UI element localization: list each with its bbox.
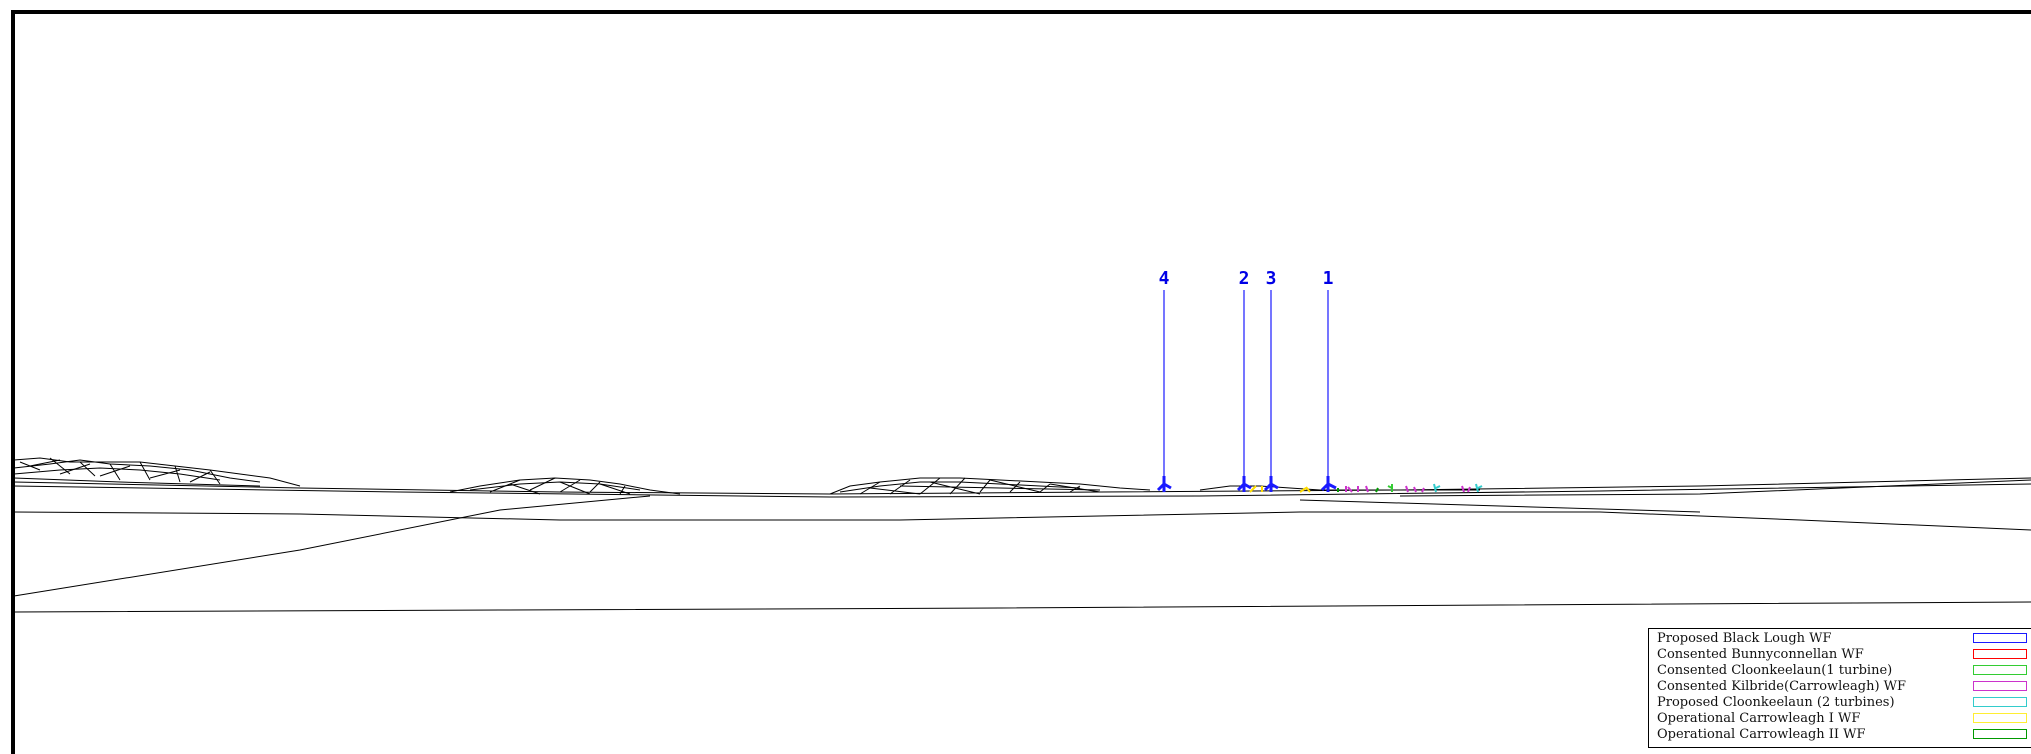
legend-swatch [1973,649,2027,659]
turbine-1 [1320,476,1337,492]
legend-label: Consented Bunnyconnellan WF [1657,646,1864,662]
legend-swatch [1973,665,2027,675]
hill-right [829,477,1151,495]
legend-label: Operational Carrowleagh II WF [1657,726,1866,742]
legend-label: Consented Cloonkeelaun(1 turbine) [1657,662,1893,678]
legend-swatch [1973,729,2027,739]
legend-label: Proposed Black Lough WF [1657,630,1832,646]
legend-swatch [1973,633,2027,643]
legend-swatch [1973,713,2027,723]
legend-label: Proposed Cloonkeelaun (2 turbines) [1657,694,1895,710]
turbine-4 [1156,476,1172,492]
legend-item: Proposed Cloonkeelaun (2 turbines) [1657,694,1895,710]
cloonkeelaun-2-turbines [1433,483,1483,493]
legend-item: Consented Kilbride(Carrowleagh) WF [1657,678,1906,694]
legend-swatch [1973,681,2027,691]
legend-swatch [1973,697,2027,707]
turbine-label-4: 4 [1159,268,1170,289]
legend-item: Consented Cloonkeelaun(1 turbine) [1657,662,1892,678]
operational-carrowleagh-i-turbines [1249,485,1311,493]
cloonkeelaun-1-turbine [1387,484,1393,492]
hill-middle [449,477,681,495]
turbine-markers: 4 2 3 1 [1156,268,1483,493]
turbine-label-2: 2 [1239,268,1250,289]
legend-item: Consented Bunnyconnellan WF [1657,646,1864,662]
foreground-line-3 [13,601,2031,613]
viewport-frame [11,10,2031,754]
legend-label: Operational Carrowleagh I WF [1657,710,1861,726]
horizon-line [13,477,2031,495]
terrain-wireframe [13,457,2031,613]
legend: Proposed Black Lough WF Consented Bunnyc… [1648,628,2031,748]
turbine-3 [1263,476,1279,492]
turbine-label-1: 1 [1323,268,1334,289]
legend-item: Proposed Black Lough WF [1657,630,1832,646]
foreground-line-1 [13,511,2031,531]
carrowleagh-ii-turbines [1337,487,1379,493]
legend-label: Consented Kilbride(Carrowleagh) WF [1657,678,1907,694]
legend-item: Operational Carrowleagh II WF [1657,726,1866,742]
kilbride-turbines [1345,485,1471,493]
turbine-label-3: 3 [1266,268,1277,289]
foreground-line-2 [13,495,651,597]
horizon-line-2 [13,483,2031,498]
legend-item: Operational Carrowleagh I WF [1657,710,1860,726]
hill-left-1 [13,457,301,487]
turbine-2 [1236,476,1252,492]
